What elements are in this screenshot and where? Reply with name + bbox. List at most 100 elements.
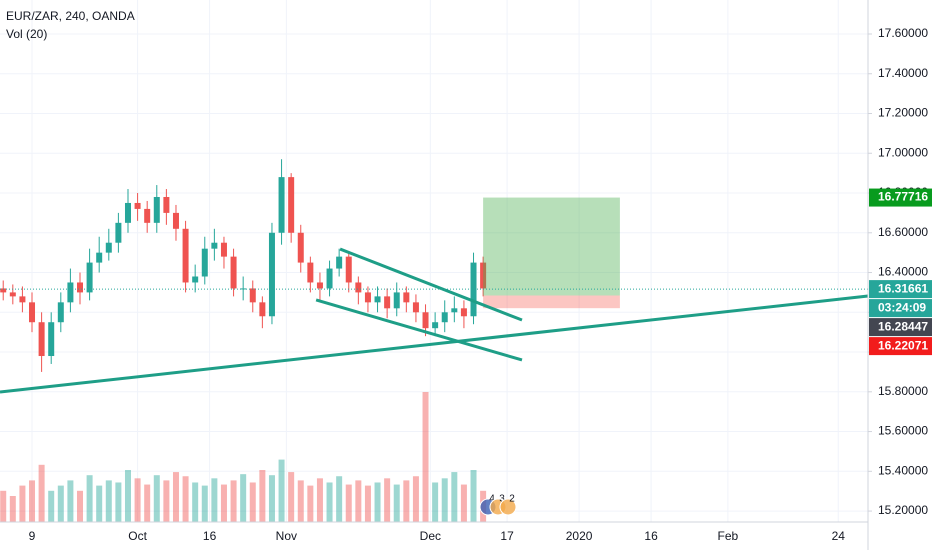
candle-body (403, 292, 410, 303)
candle-body (48, 322, 55, 357)
volume-bar (163, 480, 170, 522)
volume-bar (172, 472, 179, 522)
candle-body (422, 312, 429, 329)
loss-zone (483, 295, 620, 309)
candle-body (153, 196, 160, 223)
volume-bar (278, 459, 285, 522)
candle-body (0, 288, 7, 293)
volume-bar (316, 478, 323, 522)
candle-body (105, 242, 112, 253)
candle-body (76, 282, 83, 293)
x-tick-label: 2020 (566, 529, 593, 543)
candle-body (460, 308, 467, 317)
symbol-title: EUR/ZAR, 240, OANDA (6, 9, 135, 23)
y-tick-label: 15.20000 (878, 503, 928, 517)
candle-body (182, 228, 189, 283)
volume-bar (67, 480, 74, 522)
target-price-tag: 16.77716 (878, 190, 928, 204)
volume-bar (451, 472, 458, 522)
volume-bar (38, 464, 45, 522)
volume-bar (364, 485, 371, 522)
candle-body (163, 196, 170, 213)
trend-line (339, 247, 523, 322)
volume-bar (220, 484, 227, 522)
candle-body (451, 308, 458, 313)
x-tick-label: Nov (276, 529, 297, 543)
candle-body (172, 212, 179, 229)
volume-bar (240, 474, 247, 522)
candle-body (86, 262, 93, 293)
volume-bar (192, 482, 199, 522)
candle-body (29, 302, 36, 323)
x-tick-label: Oct (128, 529, 147, 543)
volume-bar (288, 472, 295, 522)
y-tick-label: 17.20000 (878, 106, 928, 120)
candle-body (38, 322, 45, 357)
volume-bar (355, 480, 362, 522)
volume-bar (105, 480, 112, 522)
last-price-tag-bg (869, 280, 932, 299)
volume-bar (326, 482, 333, 522)
volume-bar (48, 490, 55, 522)
volume-bar (249, 482, 256, 522)
volume-bar (124, 470, 131, 522)
x-tick-label: 17 (500, 529, 514, 543)
countdown-tag-bg (869, 299, 932, 318)
trend-line (315, 298, 523, 362)
candle-body (393, 292, 400, 309)
stop-price-tag-bg (869, 337, 932, 356)
candle-body (316, 282, 323, 289)
y-tick-label: 16.60000 (878, 225, 928, 239)
event-marker (499, 498, 517, 516)
candle-body (9, 292, 16, 297)
countdown-tag: 03:24:09 (878, 300, 926, 314)
volume-bar (268, 475, 275, 522)
volume-bar (403, 480, 410, 522)
volume-bar (153, 475, 160, 522)
profit-zone (483, 197, 620, 296)
candle-body (345, 256, 352, 283)
volume-bar (9, 496, 16, 522)
candle-body (192, 276, 199, 283)
candle-body (67, 282, 74, 303)
volume-bar (19, 485, 26, 522)
volume-bar (115, 482, 122, 522)
volume-bar (441, 478, 448, 522)
candle-body (364, 292, 371, 303)
x-tick-label: Feb (718, 529, 739, 543)
volume-bar (0, 490, 7, 522)
candle-body (278, 177, 285, 233)
candle-body (355, 282, 362, 293)
candle-body (480, 262, 487, 289)
target-price-tag-bg (869, 188, 932, 207)
volume-bar (182, 476, 189, 522)
volume-bar (29, 480, 36, 522)
y-tick-label: 17.40000 (878, 66, 928, 80)
volume-bar (134, 478, 141, 522)
candle-body (288, 177, 295, 233)
volume-bar (345, 484, 352, 522)
volume-bar (307, 485, 314, 522)
candle-body (220, 242, 227, 257)
y-tick-label: 15.80000 (878, 384, 928, 398)
candle-body (57, 302, 64, 323)
candle-body (144, 208, 151, 223)
candle-body (326, 268, 333, 289)
x-tick-label: Dec (420, 529, 441, 543)
candle-body (134, 202, 141, 209)
volume-bar (393, 484, 400, 522)
candle-body (115, 222, 122, 243)
x-tick-label: 16 (644, 529, 658, 543)
candle-body (249, 288, 256, 303)
volume-bar (470, 470, 477, 522)
candle-body (470, 262, 477, 317)
candle-body (374, 296, 381, 303)
candle-body (441, 312, 448, 323)
volume-bar (412, 476, 419, 522)
y-tick-label: 17.60000 (878, 26, 928, 40)
volume-bar (76, 490, 83, 522)
entry-price-tag-bg (869, 318, 932, 337)
y-tick-label: 15.60000 (878, 424, 928, 438)
volume-bar (211, 478, 218, 522)
